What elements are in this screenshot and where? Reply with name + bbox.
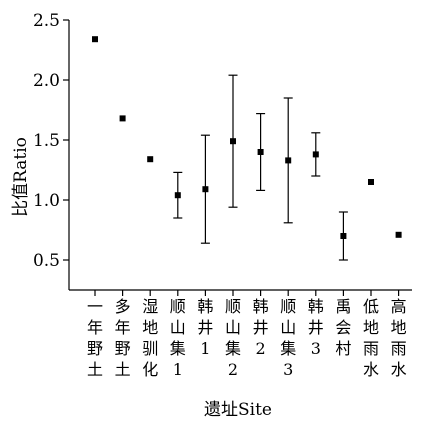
y-axis-ticks: 0.5 1.0 1.5 2.0 2.5 [33,11,69,271]
x-axis-title: 遗址Site [204,400,272,420]
category-label: 顺山集 2 [225,297,241,379]
data-point [174,192,181,199]
category-label: 韩井 3 [308,297,324,358]
data-point [312,151,319,158]
category-label: 多年野土 [115,297,131,379]
data-point [147,156,154,163]
y-tick-label: 0.5 [33,251,60,271]
data-point [257,149,264,155]
category-label: 一年野土 [87,297,103,379]
category-label: 禹会村 [335,297,351,358]
category-label: 高地雨水 [391,297,407,379]
data-point [230,138,236,145]
y-axis-title: 比值Ratio [11,137,31,217]
y-tick-label: 2.5 [33,11,60,31]
plot-area [68,20,412,291]
data-point [119,115,126,122]
data-point [368,179,374,185]
data-series [92,36,402,261]
data-point [395,231,402,238]
data-point [92,36,98,43]
category-label: 韩井 2 [253,297,269,358]
y-tick-label: 1.5 [33,131,60,151]
data-point [202,186,209,193]
category-label: 低地雨水 [363,297,379,379]
y-tick-label: 2.0 [33,71,60,91]
category-label: 韩井 1 [197,297,213,358]
data-point [285,157,292,164]
data-point [340,233,347,239]
category-label: 湿地驯化 [142,297,158,379]
category-label: 顺山集 3 [280,297,296,379]
y-tick-label: 1.0 [33,191,60,211]
category-label: 顺山集 1 [170,297,186,379]
